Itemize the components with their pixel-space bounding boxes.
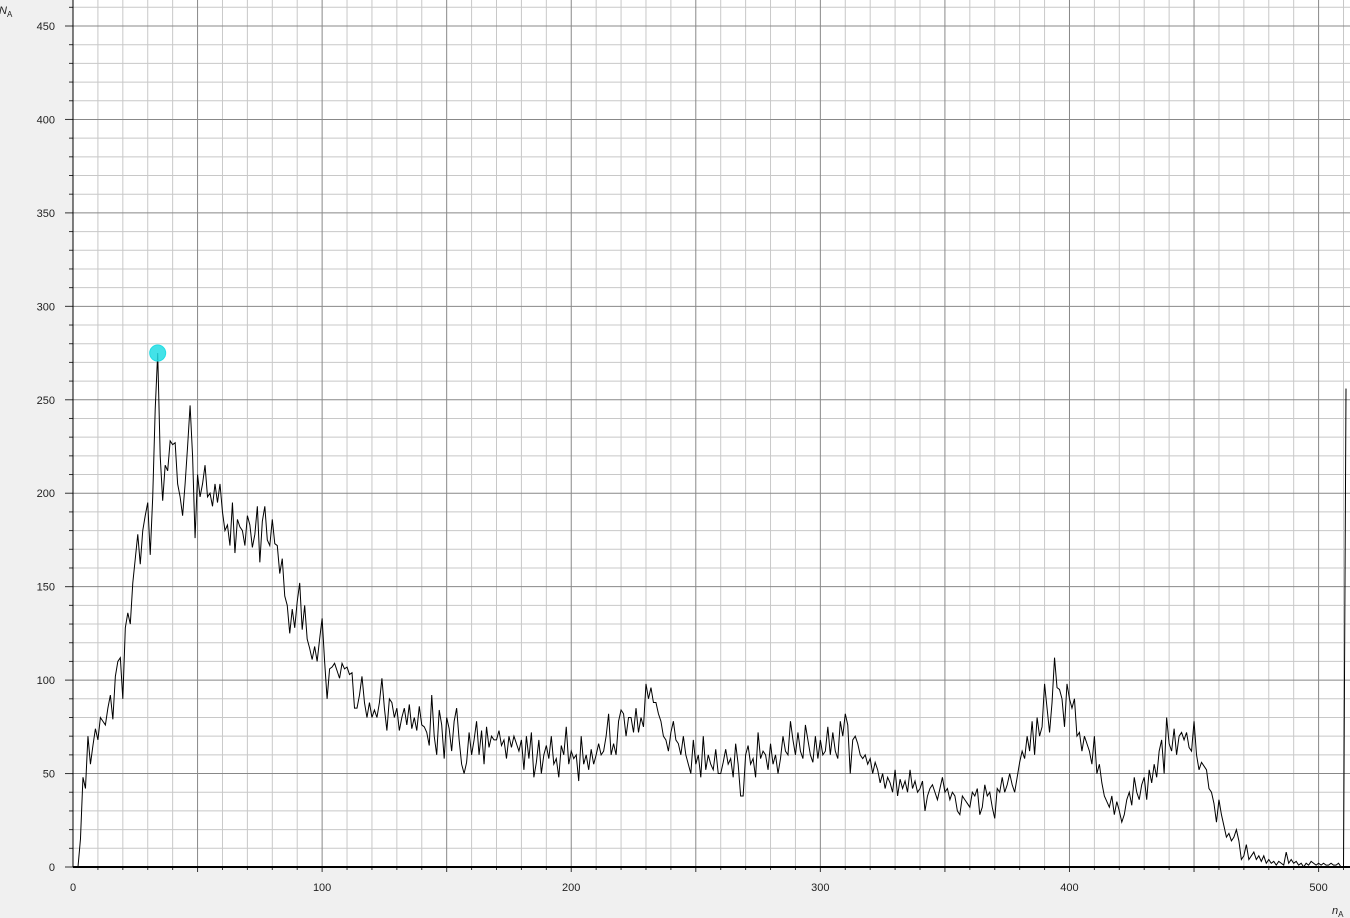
y-tick-label: 300 xyxy=(37,301,55,313)
grid-major-lines xyxy=(73,0,1350,867)
x-axis-title: nA xyxy=(1332,905,1344,918)
x-tick-label: 100 xyxy=(313,882,331,894)
y-tick-label: 150 xyxy=(37,582,55,594)
x-tick-label: 500 xyxy=(1309,882,1327,894)
series-line xyxy=(77,353,1347,868)
x-tick-label: 200 xyxy=(562,882,580,894)
plot-area-background xyxy=(73,0,1350,867)
x-tick-label: 400 xyxy=(1060,882,1078,894)
y-axis-title: NA xyxy=(0,5,13,19)
y-tick-label: 100 xyxy=(37,675,55,687)
peak-marker[interactable] xyxy=(149,344,167,362)
y-tick-label: 350 xyxy=(37,208,55,220)
y-tick-label: 400 xyxy=(37,114,55,126)
y-tick-label: 200 xyxy=(37,488,55,500)
grid-minor-lines xyxy=(73,0,1350,867)
y-tick-label: 50 xyxy=(43,769,55,781)
y-tick-label: 450 xyxy=(37,21,55,33)
axes xyxy=(65,0,1350,872)
x-tick-label: 300 xyxy=(811,882,829,894)
y-tick-label: 250 xyxy=(37,395,55,407)
tick-labels: 0 50 100 150 200 250 300 350 400 450 0 100 200 300 400… xyxy=(37,21,1328,894)
y-tick-label: 0 xyxy=(49,862,55,874)
x-tick-label: 0 xyxy=(70,882,76,894)
